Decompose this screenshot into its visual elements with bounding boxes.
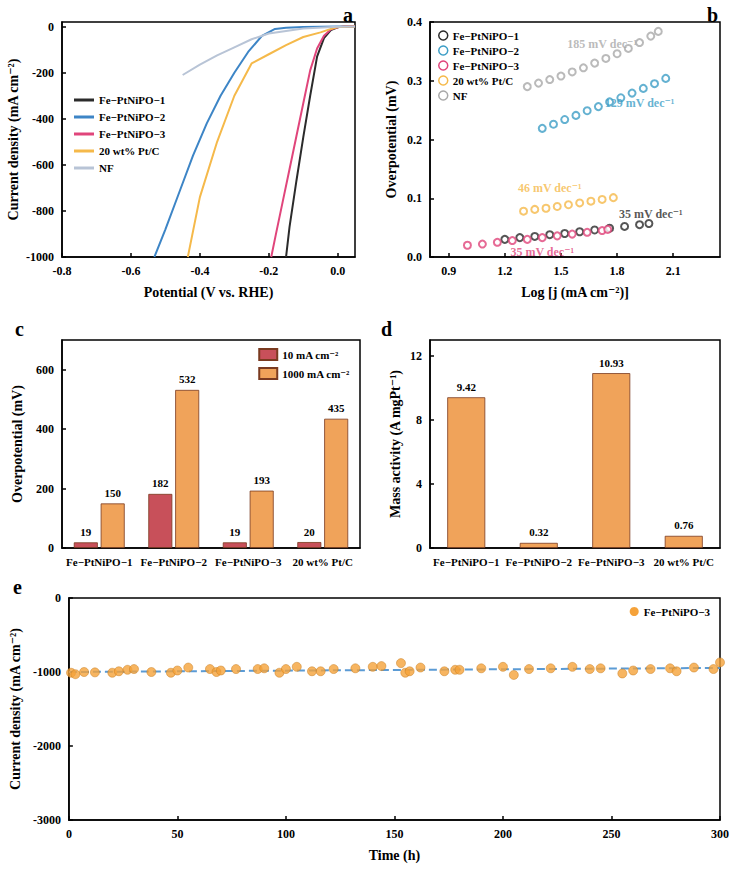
svg-text:-1000: -1000 bbox=[33, 665, 61, 679]
svg-text:46 mV dec⁻¹: 46 mV dec⁻¹ bbox=[518, 181, 582, 195]
svg-text:b: b bbox=[707, 4, 718, 26]
svg-text:Potential (V vs. RHE): Potential (V vs. RHE) bbox=[144, 285, 274, 301]
svg-text:NF: NF bbox=[453, 90, 468, 102]
svg-text:150: 150 bbox=[104, 487, 121, 499]
svg-text:a: a bbox=[343, 4, 353, 26]
svg-text:Current density (mA cm⁻²): Current density (mA cm⁻²) bbox=[6, 58, 22, 220]
svg-text:NF: NF bbox=[99, 162, 114, 174]
svg-text:0.76: 0.76 bbox=[674, 519, 694, 531]
svg-text:0: 0 bbox=[48, 20, 54, 34]
svg-text:-2000: -2000 bbox=[33, 739, 61, 753]
svg-text:e: e bbox=[13, 576, 22, 598]
svg-text:-600: -600 bbox=[32, 158, 54, 172]
svg-text:10 mA cm⁻²: 10 mA cm⁻² bbox=[282, 349, 339, 361]
svg-text:Fe−PtNiPO−2: Fe−PtNiPO−2 bbox=[453, 45, 520, 57]
svg-text:19: 19 bbox=[80, 526, 92, 538]
svg-text:-0.4: -0.4 bbox=[190, 264, 209, 278]
svg-text:-400: -400 bbox=[32, 112, 54, 126]
svg-text:Fe−PtNiPO−3: Fe−PtNiPO−3 bbox=[215, 556, 282, 568]
svg-text:532: 532 bbox=[179, 373, 196, 385]
svg-text:0: 0 bbox=[416, 541, 422, 555]
svg-text:-0.2: -0.2 bbox=[259, 264, 278, 278]
svg-text:0.0: 0.0 bbox=[407, 250, 422, 264]
svg-text:Mass activity (A mgPt⁻¹): Mass activity (A mgPt⁻¹) bbox=[388, 370, 404, 518]
svg-text:200: 200 bbox=[36, 482, 54, 496]
svg-text:0: 0 bbox=[48, 541, 54, 555]
svg-text:Fe−PtNiPO−3: Fe−PtNiPO−3 bbox=[453, 60, 520, 72]
svg-text:-800: -800 bbox=[32, 204, 54, 218]
svg-text:-3000: -3000 bbox=[33, 813, 61, 827]
svg-text:0.0: 0.0 bbox=[330, 264, 345, 278]
svg-text:-0.6: -0.6 bbox=[121, 264, 140, 278]
svg-text:0: 0 bbox=[55, 591, 61, 605]
svg-text:Fe−PtNiPO−3: Fe−PtNiPO−3 bbox=[578, 556, 645, 568]
svg-text:600: 600 bbox=[36, 363, 54, 377]
svg-text:Fe−PtNiPO−3: Fe−PtNiPO−3 bbox=[644, 606, 711, 618]
svg-text:150: 150 bbox=[385, 827, 403, 841]
svg-text:-1000: -1000 bbox=[26, 250, 54, 264]
svg-text:20 wt% Pt/C: 20 wt% Pt/C bbox=[293, 556, 354, 568]
svg-text:0.3: 0.3 bbox=[407, 74, 422, 88]
svg-text:300: 300 bbox=[711, 827, 729, 841]
svg-text:435: 435 bbox=[328, 402, 345, 414]
svg-text:Fe−PtNiPO−2: Fe−PtNiPO−2 bbox=[506, 556, 573, 568]
svg-text:20 wt% Pt/C: 20 wt% Pt/C bbox=[99, 145, 160, 157]
svg-text:Fe−PtNiPO−2: Fe−PtNiPO−2 bbox=[141, 556, 208, 568]
svg-text:0.2: 0.2 bbox=[407, 133, 422, 147]
svg-text:35 mV dec⁻¹: 35 mV dec⁻¹ bbox=[510, 245, 574, 259]
svg-text:0.32: 0.32 bbox=[529, 526, 549, 538]
svg-text:0: 0 bbox=[66, 827, 72, 841]
svg-text:Fe−PtNiPO−3: Fe−PtNiPO−3 bbox=[99, 128, 166, 140]
svg-text:-0.8: -0.8 bbox=[53, 264, 72, 278]
svg-text:12: 12 bbox=[410, 349, 422, 363]
svg-text:c: c bbox=[15, 318, 24, 340]
svg-text:0.4: 0.4 bbox=[407, 15, 422, 29]
svg-text:20 wt% Pt/C: 20 wt% Pt/C bbox=[453, 75, 514, 87]
svg-text:Fe−PtNiPO−1: Fe−PtNiPO−1 bbox=[99, 94, 165, 106]
svg-text:Fe−PtNiPO−1: Fe−PtNiPO−1 bbox=[433, 556, 499, 568]
svg-text:100: 100 bbox=[277, 827, 295, 841]
svg-text:400: 400 bbox=[36, 422, 54, 436]
svg-text:0.9: 0.9 bbox=[441, 264, 456, 278]
svg-text:19: 19 bbox=[229, 526, 241, 538]
svg-text:20: 20 bbox=[304, 526, 316, 538]
svg-text:10.93: 10.93 bbox=[599, 357, 624, 369]
svg-text:Overpotential (mV): Overpotential (mV) bbox=[384, 80, 400, 198]
svg-text:193: 193 bbox=[253, 474, 270, 486]
svg-text:50: 50 bbox=[171, 827, 183, 841]
svg-text:Fe−PtNiPO−1: Fe−PtNiPO−1 bbox=[453, 30, 519, 42]
svg-text:Fe−PtNiPO−1: Fe−PtNiPO−1 bbox=[66, 556, 132, 568]
svg-text:129 mV dec⁻¹: 129 mV dec⁻¹ bbox=[605, 96, 675, 110]
svg-text:200: 200 bbox=[494, 827, 512, 841]
svg-text:d: d bbox=[381, 318, 392, 340]
svg-text:-200: -200 bbox=[32, 66, 54, 80]
svg-text:1.2: 1.2 bbox=[497, 264, 512, 278]
svg-text:2.1: 2.1 bbox=[666, 264, 681, 278]
svg-text:Log [j (mA cm⁻²)]: Log [j (mA cm⁻²)] bbox=[521, 285, 629, 301]
svg-text:Overpotential (mV): Overpotential (mV) bbox=[10, 385, 26, 503]
svg-text:9.42: 9.42 bbox=[457, 381, 477, 393]
svg-text:1.8: 1.8 bbox=[610, 264, 625, 278]
svg-text:Time (h): Time (h) bbox=[369, 848, 421, 864]
svg-text:182: 182 bbox=[152, 477, 169, 489]
svg-text:0.1: 0.1 bbox=[407, 191, 422, 205]
svg-text:185 mV dec⁻¹: 185 mV dec⁻¹ bbox=[567, 37, 637, 51]
svg-text:Fe−PtNiPO−2: Fe−PtNiPO−2 bbox=[99, 111, 166, 123]
svg-text:250: 250 bbox=[602, 827, 620, 841]
svg-text:1000 mA cm⁻²: 1000 mA cm⁻² bbox=[282, 368, 350, 380]
svg-text:4: 4 bbox=[416, 477, 422, 491]
svg-text:20 wt% Pt/C: 20 wt% Pt/C bbox=[654, 556, 715, 568]
svg-text:1.5: 1.5 bbox=[553, 264, 568, 278]
svg-text:35 mV dec⁻¹: 35 mV dec⁻¹ bbox=[619, 207, 683, 221]
svg-text:Current density (mA cm⁻²): Current density (mA cm⁻²) bbox=[8, 628, 24, 790]
svg-text:8: 8 bbox=[416, 413, 422, 427]
